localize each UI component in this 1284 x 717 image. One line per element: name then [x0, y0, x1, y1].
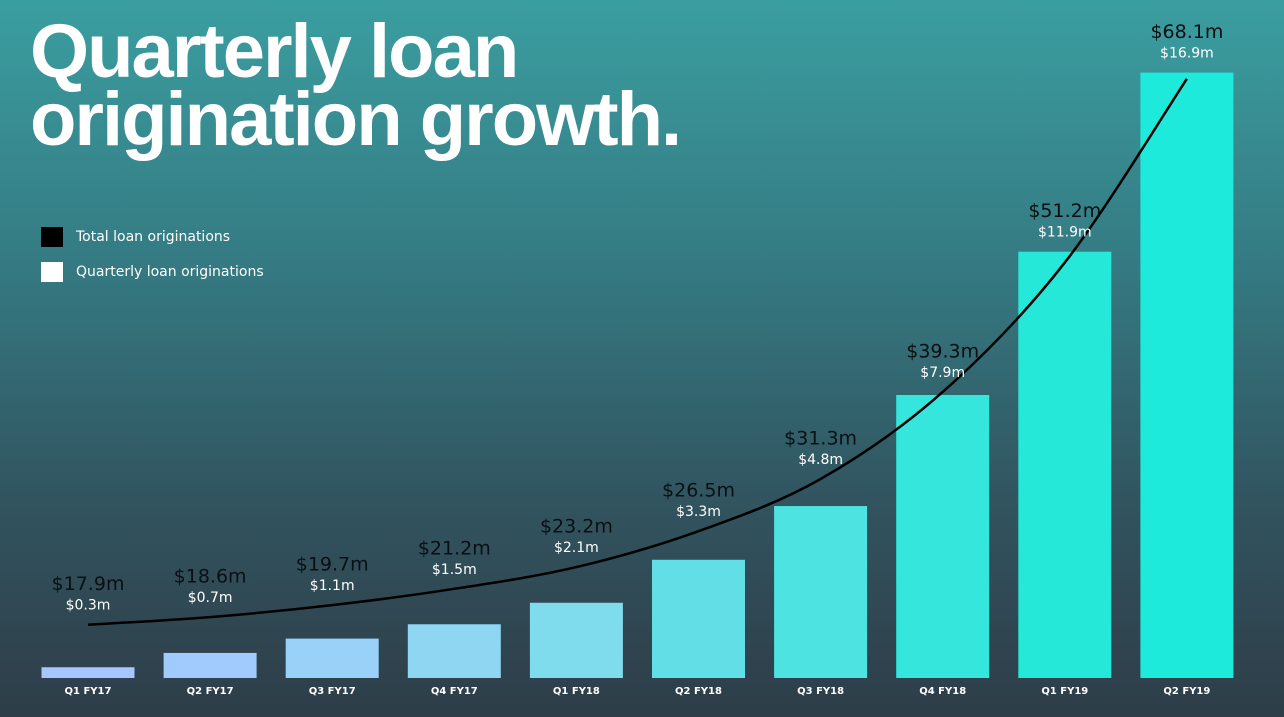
legend-swatch	[41, 262, 63, 282]
total-label: $51.2m	[1028, 200, 1101, 222]
x-tick-label: Q1 FY17	[65, 686, 112, 697]
quarterly-label: $0.3m	[66, 598, 111, 614]
quarterly-label: $11.9m	[1038, 225, 1092, 241]
total-label: $39.3m	[906, 340, 979, 362]
bar	[407, 624, 501, 678]
bar	[774, 506, 868, 678]
quarterly-label: $7.9m	[920, 365, 965, 381]
x-tick-label: Q2 FY18	[675, 686, 722, 697]
bar	[1018, 251, 1112, 678]
bar	[285, 638, 379, 678]
legend-label: Total loan originations	[75, 229, 230, 245]
x-tick-label: Q2 FY19	[1163, 686, 1210, 697]
bar	[652, 559, 745, 678]
total-label: $26.5m	[662, 480, 735, 502]
total-line	[87, 78, 1188, 626]
total-label: $17.9m	[52, 573, 125, 595]
bar	[1140, 72, 1234, 679]
x-tick-label: Q3 FY18	[797, 686, 844, 697]
x-tick-label: Q1 FY19	[1041, 686, 1088, 697]
legend-swatch	[41, 227, 63, 247]
bar	[163, 652, 257, 678]
bar	[529, 602, 623, 678]
bar	[896, 394, 990, 678]
x-tick-label: Q1 FY18	[553, 686, 600, 697]
total-label: $31.3m	[784, 427, 857, 449]
total-label: $19.7m	[296, 554, 369, 576]
total-label: $21.2m	[418, 537, 491, 559]
x-tick-label: Q4 FY17	[431, 686, 478, 697]
quarterly-label: $3.3m	[676, 504, 721, 520]
chart-title: Quarterly loan origination growth.	[30, 9, 682, 162]
quarterly-label: $4.8m	[798, 452, 843, 468]
legend-label: Quarterly loan originations	[76, 264, 264, 280]
x-tick-label: Q2 FY17	[187, 686, 234, 697]
quarterly-label: $16.9m	[1160, 46, 1214, 62]
total-label: $68.1m	[1150, 21, 1223, 43]
quarterly-label: $1.1m	[310, 578, 355, 594]
bar	[41, 667, 135, 678]
quarterly-label: $1.5m	[432, 562, 477, 578]
quarterly-label: $0.7m	[188, 590, 233, 606]
total-label: $23.2m	[540, 516, 613, 538]
quarterly-label: $2.1m	[554, 540, 599, 556]
x-tick-label: Q4 FY18	[919, 686, 966, 697]
total-label: $18.6m	[174, 566, 247, 588]
x-tick-label: Q3 FY17	[309, 686, 356, 697]
